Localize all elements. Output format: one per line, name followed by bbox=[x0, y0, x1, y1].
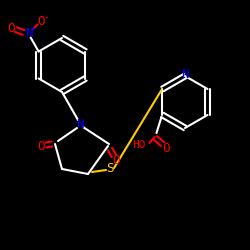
Text: N: N bbox=[25, 27, 32, 40]
Text: O: O bbox=[7, 22, 14, 35]
Text: +: + bbox=[31, 24, 36, 33]
Text: -: - bbox=[44, 12, 50, 22]
Text: O: O bbox=[37, 15, 44, 28]
Text: N: N bbox=[76, 118, 84, 130]
Text: HO: HO bbox=[133, 140, 146, 150]
Text: O: O bbox=[112, 154, 120, 166]
Text: N: N bbox=[181, 68, 189, 80]
Text: O: O bbox=[37, 140, 45, 152]
Text: S: S bbox=[106, 162, 114, 175]
Text: O: O bbox=[163, 142, 170, 154]
